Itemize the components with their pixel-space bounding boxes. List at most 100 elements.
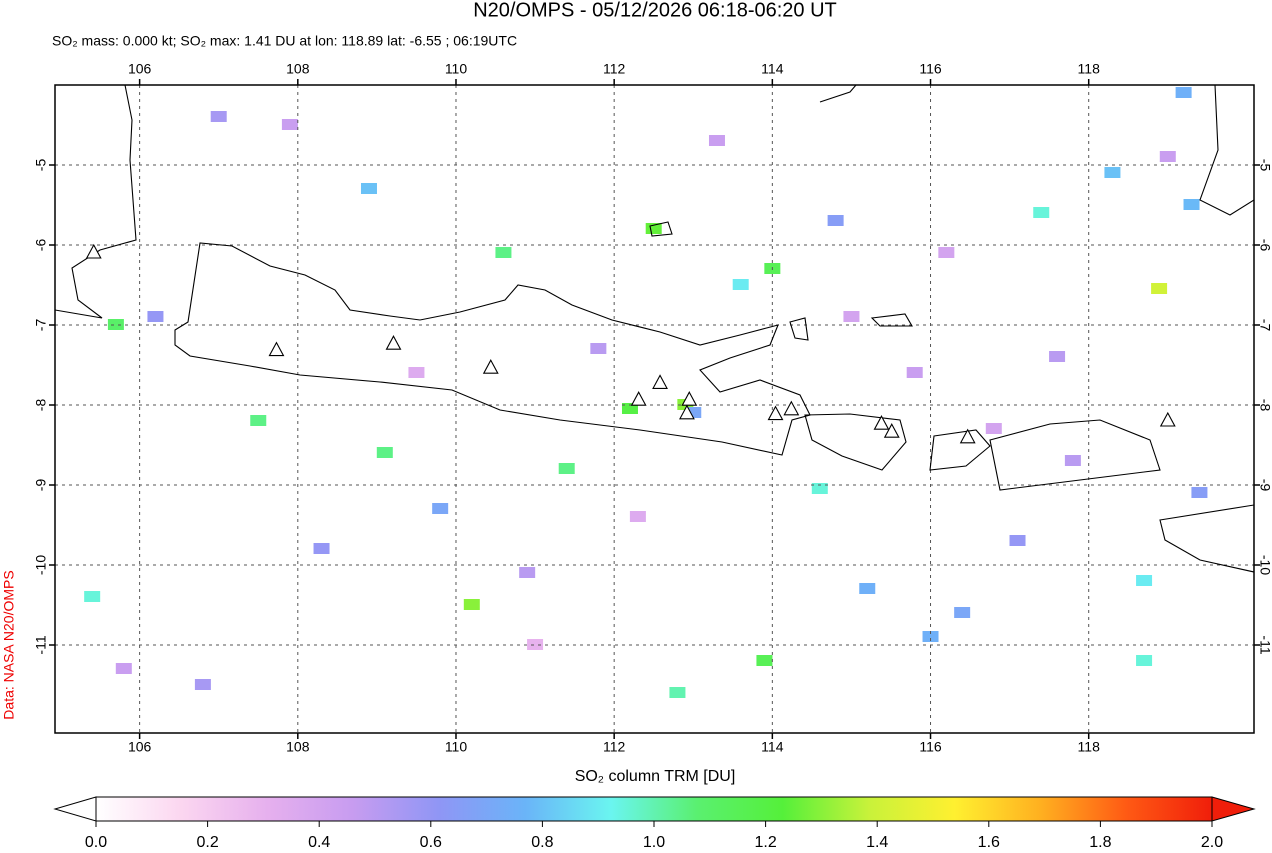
pixel-layer [84, 87, 1208, 698]
so2-pixel [938, 247, 955, 258]
y-tick-label: -10 [33, 555, 49, 575]
x-tick-label: 108 [286, 739, 310, 755]
coastline [174, 242, 811, 456]
colorbar-tick-label: 1.0 [643, 834, 665, 851]
coastline [804, 413, 907, 471]
colorbar-tick-label: 1.8 [1089, 834, 1111, 851]
so2-pixel [115, 663, 132, 674]
so2-pixel [463, 599, 480, 610]
x-tick-label: 118 [1078, 739, 1101, 755]
x-tick-label: 112 [603, 739, 626, 755]
so2-pixel [708, 135, 725, 146]
colorbar-tick-label: 0.2 [196, 834, 218, 851]
colorbar-tick-label: 1.2 [754, 834, 776, 851]
y-tick-label: -5 [33, 159, 49, 172]
x-tick-label: 112 [603, 61, 626, 77]
volcano [1159, 411, 1176, 427]
volcano [679, 404, 695, 420]
x-tick-label: 114 [761, 61, 784, 77]
y-tick-label: -11 [1257, 635, 1272, 654]
so2-pixel [811, 483, 828, 494]
colorbar-tick-label: 0.6 [420, 834, 442, 851]
so2-pixel [985, 423, 1002, 434]
coastline [1159, 504, 1254, 573]
coastline [649, 221, 913, 341]
so2-pixel [432, 503, 449, 514]
y-tick-label: -7 [33, 319, 49, 332]
so2-pixel [756, 655, 773, 666]
coastline [1199, 85, 1254, 216]
so2-pixel [629, 511, 646, 522]
so2-pixel [313, 543, 330, 554]
x-tick-label: 110 [445, 61, 468, 77]
colorbar-tick-label: 1.6 [978, 834, 1000, 851]
so2-pixel [1191, 487, 1208, 498]
so2-pixel [107, 319, 124, 330]
so2-pixel [281, 119, 298, 130]
so2-pixel [376, 447, 393, 458]
so2-pixel [1136, 655, 1153, 666]
so2-pixel [1033, 207, 1050, 218]
y-tick-label: -11 [33, 635, 49, 654]
y-tick-label: -7 [1257, 319, 1272, 332]
so2-pixel [1049, 351, 1066, 362]
y-tick-label: -8 [1257, 399, 1272, 412]
colorbar-over-arrow [1211, 796, 1256, 822]
so2-pixel [669, 687, 686, 698]
grid [49, 79, 1260, 739]
so2-pixel [685, 407, 702, 418]
so2-pixel [1064, 455, 1081, 466]
volcano [482, 359, 499, 374]
so2-pixel [843, 311, 860, 322]
so2-pixel [558, 463, 575, 474]
y-tick-label: -5 [1257, 159, 1272, 172]
volcano [783, 400, 800, 416]
so2-pixel [732, 279, 749, 290]
so2-pixel [360, 183, 377, 194]
subtitle: SO₂ mass: 0.000 kt; SO₂ max: 1.41 DU at … [52, 33, 517, 49]
map-frame [54, 84, 1255, 734]
so2-pixel [906, 367, 923, 378]
so2-pixel [1183, 199, 1200, 210]
x-tick-label: 110 [445, 739, 468, 755]
so2-pixel [250, 415, 267, 426]
colorbar-tick-label: 1.4 [866, 834, 888, 851]
y-tick-label: -6 [33, 239, 49, 252]
y-tick-label: -10 [1257, 555, 1272, 575]
x-tick-label: 106 [128, 739, 152, 755]
so2-pixel [1151, 283, 1168, 294]
so2-pixel [495, 247, 512, 258]
volcano [681, 391, 698, 406]
volcano [85, 243, 102, 259]
x-tick-label: 116 [919, 61, 942, 77]
colorbar [95, 796, 1213, 822]
so2-pixel [1104, 167, 1121, 178]
so2-pixel [645, 223, 662, 234]
colorbar-tick-label: 2.0 [1201, 834, 1223, 851]
map-area [55, 85, 1254, 733]
x-tick-label: 106 [128, 61, 152, 77]
colorbar-tick-label: 0.0 [85, 834, 107, 851]
so2-pixel [527, 639, 544, 650]
y-tick-label: -9 [33, 479, 49, 492]
so2-pixel [210, 111, 227, 122]
colorbar-under-arrow [53, 796, 97, 822]
volcano [630, 391, 647, 406]
y-tick-label: -8 [33, 399, 49, 412]
so2-pixel [519, 567, 536, 578]
coastline [55, 85, 137, 319]
volcano [268, 341, 285, 357]
credit: Data: NASA N20/OMPS [1, 570, 17, 719]
volcano [883, 423, 900, 438]
volcano-layer [85, 243, 1176, 444]
y-tick-label: -9 [1257, 479, 1272, 492]
so2-pixel [84, 591, 101, 602]
x-tick-label: 114 [761, 739, 784, 755]
title: N20/OMPS - 05/12/2026 06:18-06:20 UT [473, 0, 837, 21]
volcano [652, 374, 668, 389]
so2-pixel [590, 343, 607, 354]
so2-pixel [147, 311, 164, 322]
x-tick-label: 108 [286, 61, 310, 77]
